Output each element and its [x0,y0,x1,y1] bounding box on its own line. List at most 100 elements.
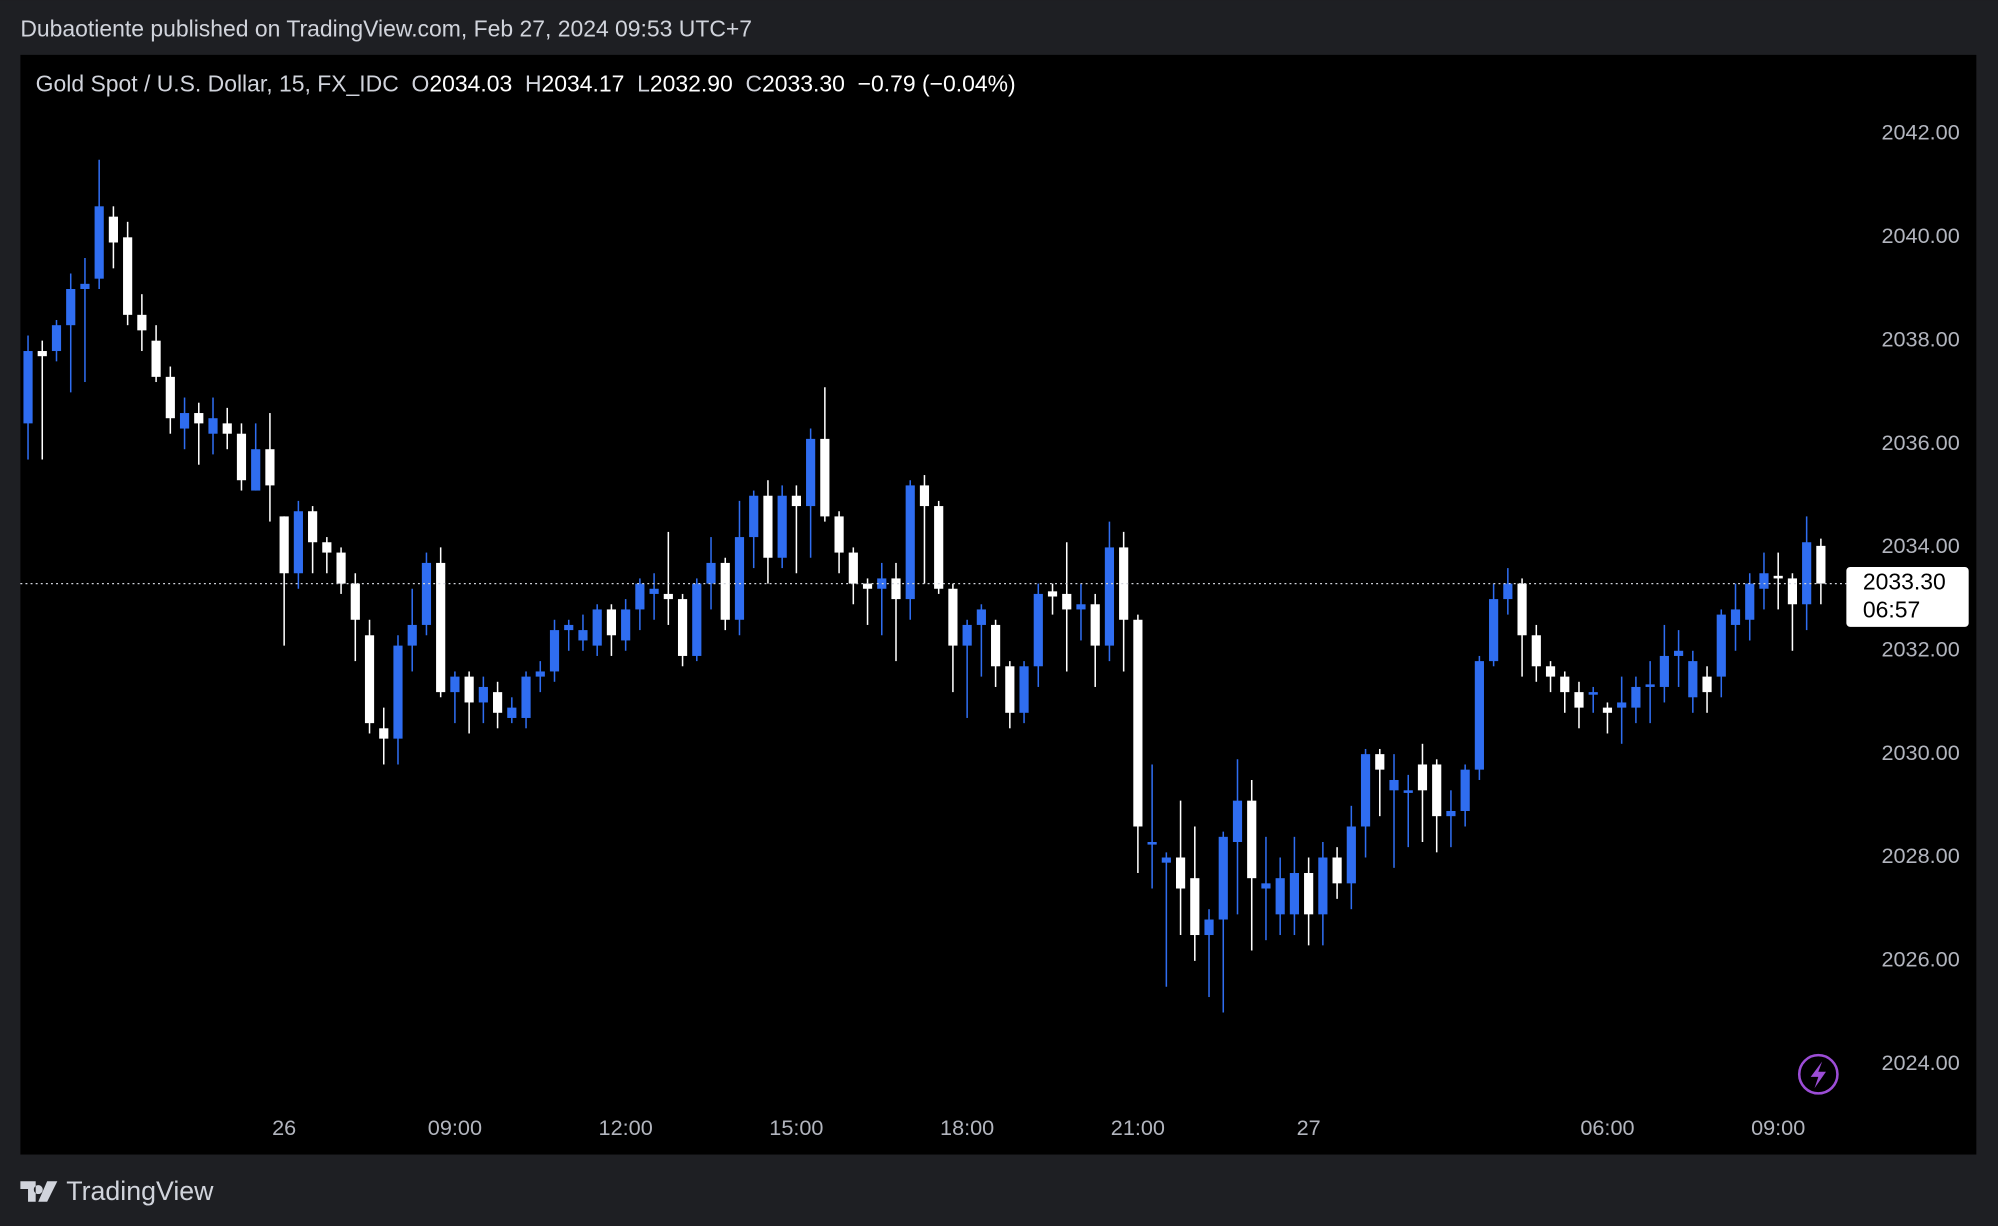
candle-body [123,237,133,315]
candle-body [1503,583,1513,600]
candle-body [1816,545,1826,584]
candle-body [350,583,360,620]
candle-body [791,495,801,507]
candle-body [493,692,503,713]
candle-body [1588,692,1598,695]
candle-body [293,511,303,574]
candle-body [663,593,673,600]
candle-body [1645,684,1655,687]
candle-body [407,624,417,646]
candle-body [1474,661,1484,770]
last-price-label: 2033.30 [1863,569,1946,595]
candle-body [507,707,517,718]
candle-body [1716,614,1726,677]
candle-body [1674,650,1684,656]
candle-body [706,562,716,584]
y-tick-label: 2040.00 [1881,223,1959,248]
candle-body [251,449,261,491]
candle-body [649,588,659,594]
candle-body [578,630,588,641]
candle-body [1119,547,1129,620]
ohlc-label: O [412,71,430,97]
candle-body [1375,754,1385,770]
candle-body [1033,593,1043,667]
candle-body [1531,635,1541,667]
candle-body [820,438,830,517]
candle-body [1261,883,1271,889]
last-price-tag [1846,567,1969,627]
candle-body [1802,542,1812,605]
candle-body [976,609,986,625]
candle-body [905,485,915,600]
candle-body [834,516,844,553]
ohlc-value: 2034.03 [429,71,512,97]
candle-body [94,206,104,279]
candle-body [891,578,901,600]
candle-body [535,671,545,677]
candle-body [1332,857,1342,884]
ohlc-value: 2034.17 [542,71,625,97]
candle-body [848,552,858,584]
ohlc-label: C [745,71,762,97]
candle-body [1076,604,1086,610]
candle-body [51,325,62,352]
candle-body [1745,583,1755,620]
candle-body [763,495,773,558]
candle-body [1161,857,1171,863]
y-tick-label: 2038.00 [1881,326,1959,351]
symbol-header: Gold Spot / U.S. Dollar, 15, FX_IDC O2034… [36,71,1016,97]
candle-body [1090,604,1100,646]
x-tick-label: 15:00 [769,1115,823,1140]
candle-body [1787,578,1798,605]
candle-body [592,609,602,646]
y-tick-label: 2032.00 [1881,636,1959,661]
candle-body [1062,593,1072,610]
ohlc-label: H [525,71,542,97]
candle-body [1190,878,1200,936]
candle-body [1403,790,1413,793]
candle-body [1232,800,1243,842]
candle-body [564,624,574,631]
candle-body [1047,591,1058,597]
candle-body [1759,573,1769,589]
candle-body [934,506,944,589]
y-tick-label: 2028.00 [1881,843,1959,868]
y-tick-label: 2030.00 [1881,740,1959,765]
candle-body [606,609,617,636]
candle-body [1275,878,1285,915]
symbol-title: Gold Spot / U.S. Dollar, 15, FX_IDC [36,71,399,97]
candle-body [1204,919,1214,936]
brand: TradingView [66,1176,214,1206]
candle-body [1460,769,1470,811]
candle-body [1417,764,1428,791]
byline: Dubaotiente published on TradingView.com… [20,16,752,42]
candle-body [1730,609,1741,625]
x-tick-label: 27 [1297,1115,1321,1140]
candle-body [151,340,161,377]
x-tick-label: 26 [272,1115,296,1140]
candle-body [919,485,930,507]
candle-body [1318,857,1328,915]
candle-body [1289,873,1299,915]
candle-body [1346,826,1356,884]
candle-body [521,676,531,718]
x-tick-label: 12:00 [599,1115,653,1140]
plot: Gold Spot / U.S. Dollar, 15, FX_IDC O2034… [20,71,1969,1140]
y-tick-label: 2042.00 [1881,120,1959,145]
alert-icon[interactable] [1797,1053,1839,1095]
candle-body [621,609,631,641]
candle-body [777,495,787,558]
chart-pane [20,54,1977,1155]
candle-body [1389,779,1399,791]
candle-body [464,676,474,703]
change: −0.79 (−0.04%) [858,71,1016,97]
candle-body [1659,655,1669,687]
candle-body [749,495,759,538]
candle-body [734,537,745,620]
candle-body [948,588,958,646]
candle-body [1489,599,1499,662]
candle-body [66,289,76,326]
candle-body [436,562,446,693]
